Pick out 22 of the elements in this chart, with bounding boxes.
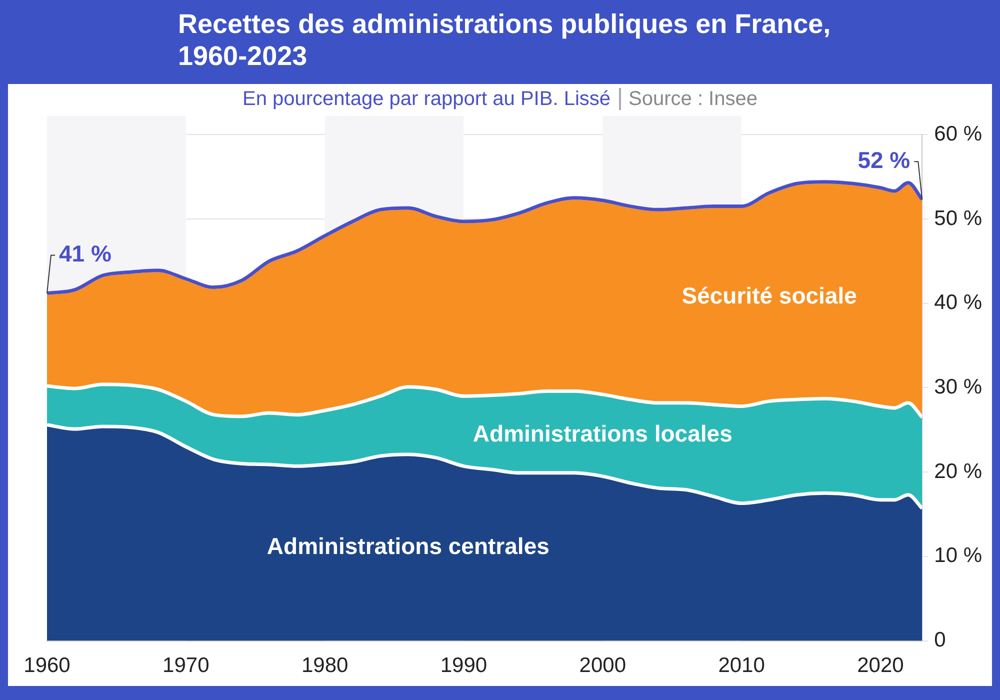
y-tick-label: 0 bbox=[934, 628, 946, 652]
chart-subtitle: En pourcentage par rapport au PIB. Lissé bbox=[242, 88, 611, 110]
source-note: Source : Insee bbox=[618, 88, 758, 110]
annotation: 41 % bbox=[59, 240, 112, 267]
x-tick-label: 1960 bbox=[24, 654, 70, 678]
y-tick-label: 60 % bbox=[934, 122, 982, 146]
x-tick-label: 1970 bbox=[162, 654, 210, 678]
y-tick-label: 30 % bbox=[934, 375, 982, 398]
y-tick-label: 40 % bbox=[934, 291, 982, 314]
x-tick-label: 2020 bbox=[857, 654, 904, 678]
series-label: Administrations locales bbox=[472, 420, 732, 447]
series-label: Sécurité sociale bbox=[682, 282, 857, 308]
chart-title: Recettes des administrations publiques en France, 1960-2023 bbox=[178, 8, 832, 72]
annotation: 52 % bbox=[858, 146, 910, 173]
series-label: Administrations centrales bbox=[266, 532, 550, 559]
y-tick-label: 10 % bbox=[934, 544, 982, 568]
x-tick-label: 2000 bbox=[579, 654, 626, 678]
x-tick-label: 2010 bbox=[718, 654, 765, 678]
y-tick-label: 50 % bbox=[934, 206, 982, 230]
x-tick-label: 1980 bbox=[301, 654, 348, 678]
y-tick-label: 20 % bbox=[934, 460, 982, 483]
x-tick-label: 1990 bbox=[440, 654, 488, 678]
